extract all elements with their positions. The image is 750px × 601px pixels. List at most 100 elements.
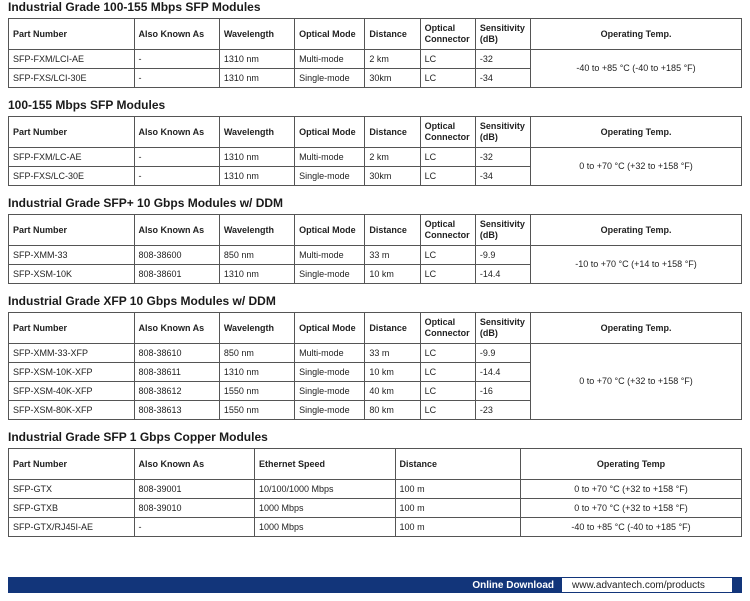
table-cell: 100 m bbox=[395, 518, 521, 537]
table-cell: 808-38600 bbox=[134, 246, 219, 265]
section-title: Industrial Grade SFP 1 Gbps Copper Modul… bbox=[8, 430, 742, 444]
column-header: Ethernet Speed bbox=[254, 449, 395, 480]
table-cell: SFP-XSM-80K-XFP bbox=[9, 401, 135, 420]
table-cell: 80 km bbox=[365, 401, 420, 420]
table-cell: SFP-GTX bbox=[9, 480, 135, 499]
table-row: SFP-XMM-33-XFP808-38610850 nmMulti-mode3… bbox=[9, 344, 742, 363]
table-cell: LC bbox=[420, 246, 475, 265]
table-cell: 808-38613 bbox=[134, 401, 219, 420]
table-cell: 1550 nm bbox=[219, 401, 294, 420]
table-cell: 850 nm bbox=[219, 246, 294, 265]
column-header: Operating Temp. bbox=[531, 313, 742, 344]
table-header-row: Part NumberAlso Known AsEthernet SpeedDi… bbox=[9, 449, 742, 480]
table-cell: 100 m bbox=[395, 499, 521, 518]
table-cell: 33 m bbox=[365, 344, 420, 363]
column-header: Operating Temp bbox=[521, 449, 742, 480]
table-header-row: Part NumberAlso Known AsWavelengthOptica… bbox=[9, 117, 742, 148]
table-cell: - bbox=[134, 50, 219, 69]
column-header: Part Number bbox=[9, 215, 135, 246]
spec-table: Part NumberAlso Known AsEthernet SpeedDi… bbox=[8, 448, 742, 537]
table-row: SFP-GTXB808-390101000 Mbps100 m0 to +70 … bbox=[9, 499, 742, 518]
table-cell: 0 to +70 °C (+32 to +158 °F) bbox=[521, 480, 742, 499]
spec-table: Part NumberAlso Known AsWavelengthOptica… bbox=[8, 214, 742, 284]
table-cell: 1000 Mbps bbox=[254, 499, 395, 518]
table-cell: - bbox=[134, 148, 219, 167]
column-header: Part Number bbox=[9, 117, 135, 148]
column-header: Optical Mode bbox=[295, 117, 365, 148]
column-header: Distance bbox=[365, 215, 420, 246]
column-header: Optical Mode bbox=[295, 313, 365, 344]
table-cell: - bbox=[134, 518, 254, 537]
spec-table: Part NumberAlso Known AsWavelengthOptica… bbox=[8, 312, 742, 420]
column-header: Wavelength bbox=[219, 215, 294, 246]
table-cell: LC bbox=[420, 167, 475, 186]
table-cell: 1310 nm bbox=[219, 265, 294, 284]
table-cell: 30km bbox=[365, 69, 420, 88]
column-header: Distance bbox=[365, 19, 420, 50]
table-cell: LC bbox=[420, 344, 475, 363]
column-header: Optical Connector bbox=[420, 215, 475, 246]
operating-temp-cell: -10 to +70 °C (+14 to +158 °F) bbox=[531, 246, 742, 284]
column-header: Optical Mode bbox=[295, 19, 365, 50]
table-cell: LC bbox=[420, 401, 475, 420]
table-cell: 1550 nm bbox=[219, 382, 294, 401]
table-row: SFP-XMM-33808-38600850 nmMulti-mode33 mL… bbox=[9, 246, 742, 265]
table-cell: -14.4 bbox=[475, 265, 530, 284]
operating-temp-cell: -40 to +85 °C (-40 to +185 °F) bbox=[531, 50, 742, 88]
table-cell: 2 km bbox=[365, 148, 420, 167]
table-cell: Multi-mode bbox=[295, 148, 365, 167]
column-header: Operating Temp. bbox=[531, 117, 742, 148]
table-cell: -9.9 bbox=[475, 246, 530, 265]
section-title: Industrial Grade XFP 10 Gbps Modules w/ … bbox=[8, 294, 742, 308]
column-header: Distance bbox=[365, 117, 420, 148]
table-cell: SFP-XMM-33 bbox=[9, 246, 135, 265]
page-root: Industrial Grade 100-155 Mbps SFP Module… bbox=[0, 0, 750, 601]
table-cell: 100 m bbox=[395, 480, 521, 499]
column-header: Sensitivity (dB) bbox=[475, 117, 530, 148]
table-cell: Multi-mode bbox=[295, 50, 365, 69]
table-cell: -32 bbox=[475, 148, 530, 167]
column-header: Optical Connector bbox=[420, 117, 475, 148]
table-cell: Single-mode bbox=[295, 363, 365, 382]
table-cell: -34 bbox=[475, 69, 530, 88]
table-cell: 30km bbox=[365, 167, 420, 186]
table-cell: LC bbox=[420, 382, 475, 401]
table-cell: 850 nm bbox=[219, 344, 294, 363]
table-cell: 808-38612 bbox=[134, 382, 219, 401]
table-cell: Single-mode bbox=[295, 69, 365, 88]
table-cell: 10 km bbox=[365, 363, 420, 382]
table-cell: Single-mode bbox=[295, 265, 365, 284]
table-cell: 0 to +70 °C (+32 to +158 °F) bbox=[521, 499, 742, 518]
table-cell: 808-38611 bbox=[134, 363, 219, 382]
table-cell: - bbox=[134, 69, 219, 88]
column-header: Wavelength bbox=[219, 313, 294, 344]
table-cell: Single-mode bbox=[295, 167, 365, 186]
table-cell: 1310 nm bbox=[219, 167, 294, 186]
table-row: SFP-FXM/LC-AE-1310 nmMulti-mode2 kmLC-32… bbox=[9, 148, 742, 167]
table-cell: -32 bbox=[475, 50, 530, 69]
table-cell: -9.9 bbox=[475, 344, 530, 363]
table-cell: Multi-mode bbox=[295, 246, 365, 265]
table-row: SFP-GTX/RJ45I-AE-1000 Mbps100 m-40 to +8… bbox=[9, 518, 742, 537]
table-cell: 1310 nm bbox=[219, 69, 294, 88]
table-cell: 40 km bbox=[365, 382, 420, 401]
spec-table: Part NumberAlso Known AsWavelengthOptica… bbox=[8, 116, 742, 186]
column-header: Optical Mode bbox=[295, 215, 365, 246]
table-cell: Single-mode bbox=[295, 401, 365, 420]
table-cell: Multi-mode bbox=[295, 344, 365, 363]
table-header-row: Part NumberAlso Known AsWavelengthOptica… bbox=[9, 215, 742, 246]
column-header: Distance bbox=[365, 313, 420, 344]
section-title: Industrial Grade 100-155 Mbps SFP Module… bbox=[8, 0, 742, 14]
table-cell: 808-39010 bbox=[134, 499, 254, 518]
table-header-row: Part NumberAlso Known AsWavelengthOptica… bbox=[9, 19, 742, 50]
table-cell: SFP-FXM/LC-AE bbox=[9, 148, 135, 167]
table-cell: SFP-GTX/RJ45I-AE bbox=[9, 518, 135, 537]
table-cell: SFP-XSM-10K bbox=[9, 265, 135, 284]
operating-temp-cell: 0 to +70 °C (+32 to +158 °F) bbox=[531, 148, 742, 186]
column-header: Wavelength bbox=[219, 19, 294, 50]
table-cell: 10/100/1000 Mbps bbox=[254, 480, 395, 499]
column-header: Also Known As bbox=[134, 313, 219, 344]
column-header: Distance bbox=[395, 449, 521, 480]
table-header-row: Part NumberAlso Known AsWavelengthOptica… bbox=[9, 313, 742, 344]
table-cell: 10 km bbox=[365, 265, 420, 284]
